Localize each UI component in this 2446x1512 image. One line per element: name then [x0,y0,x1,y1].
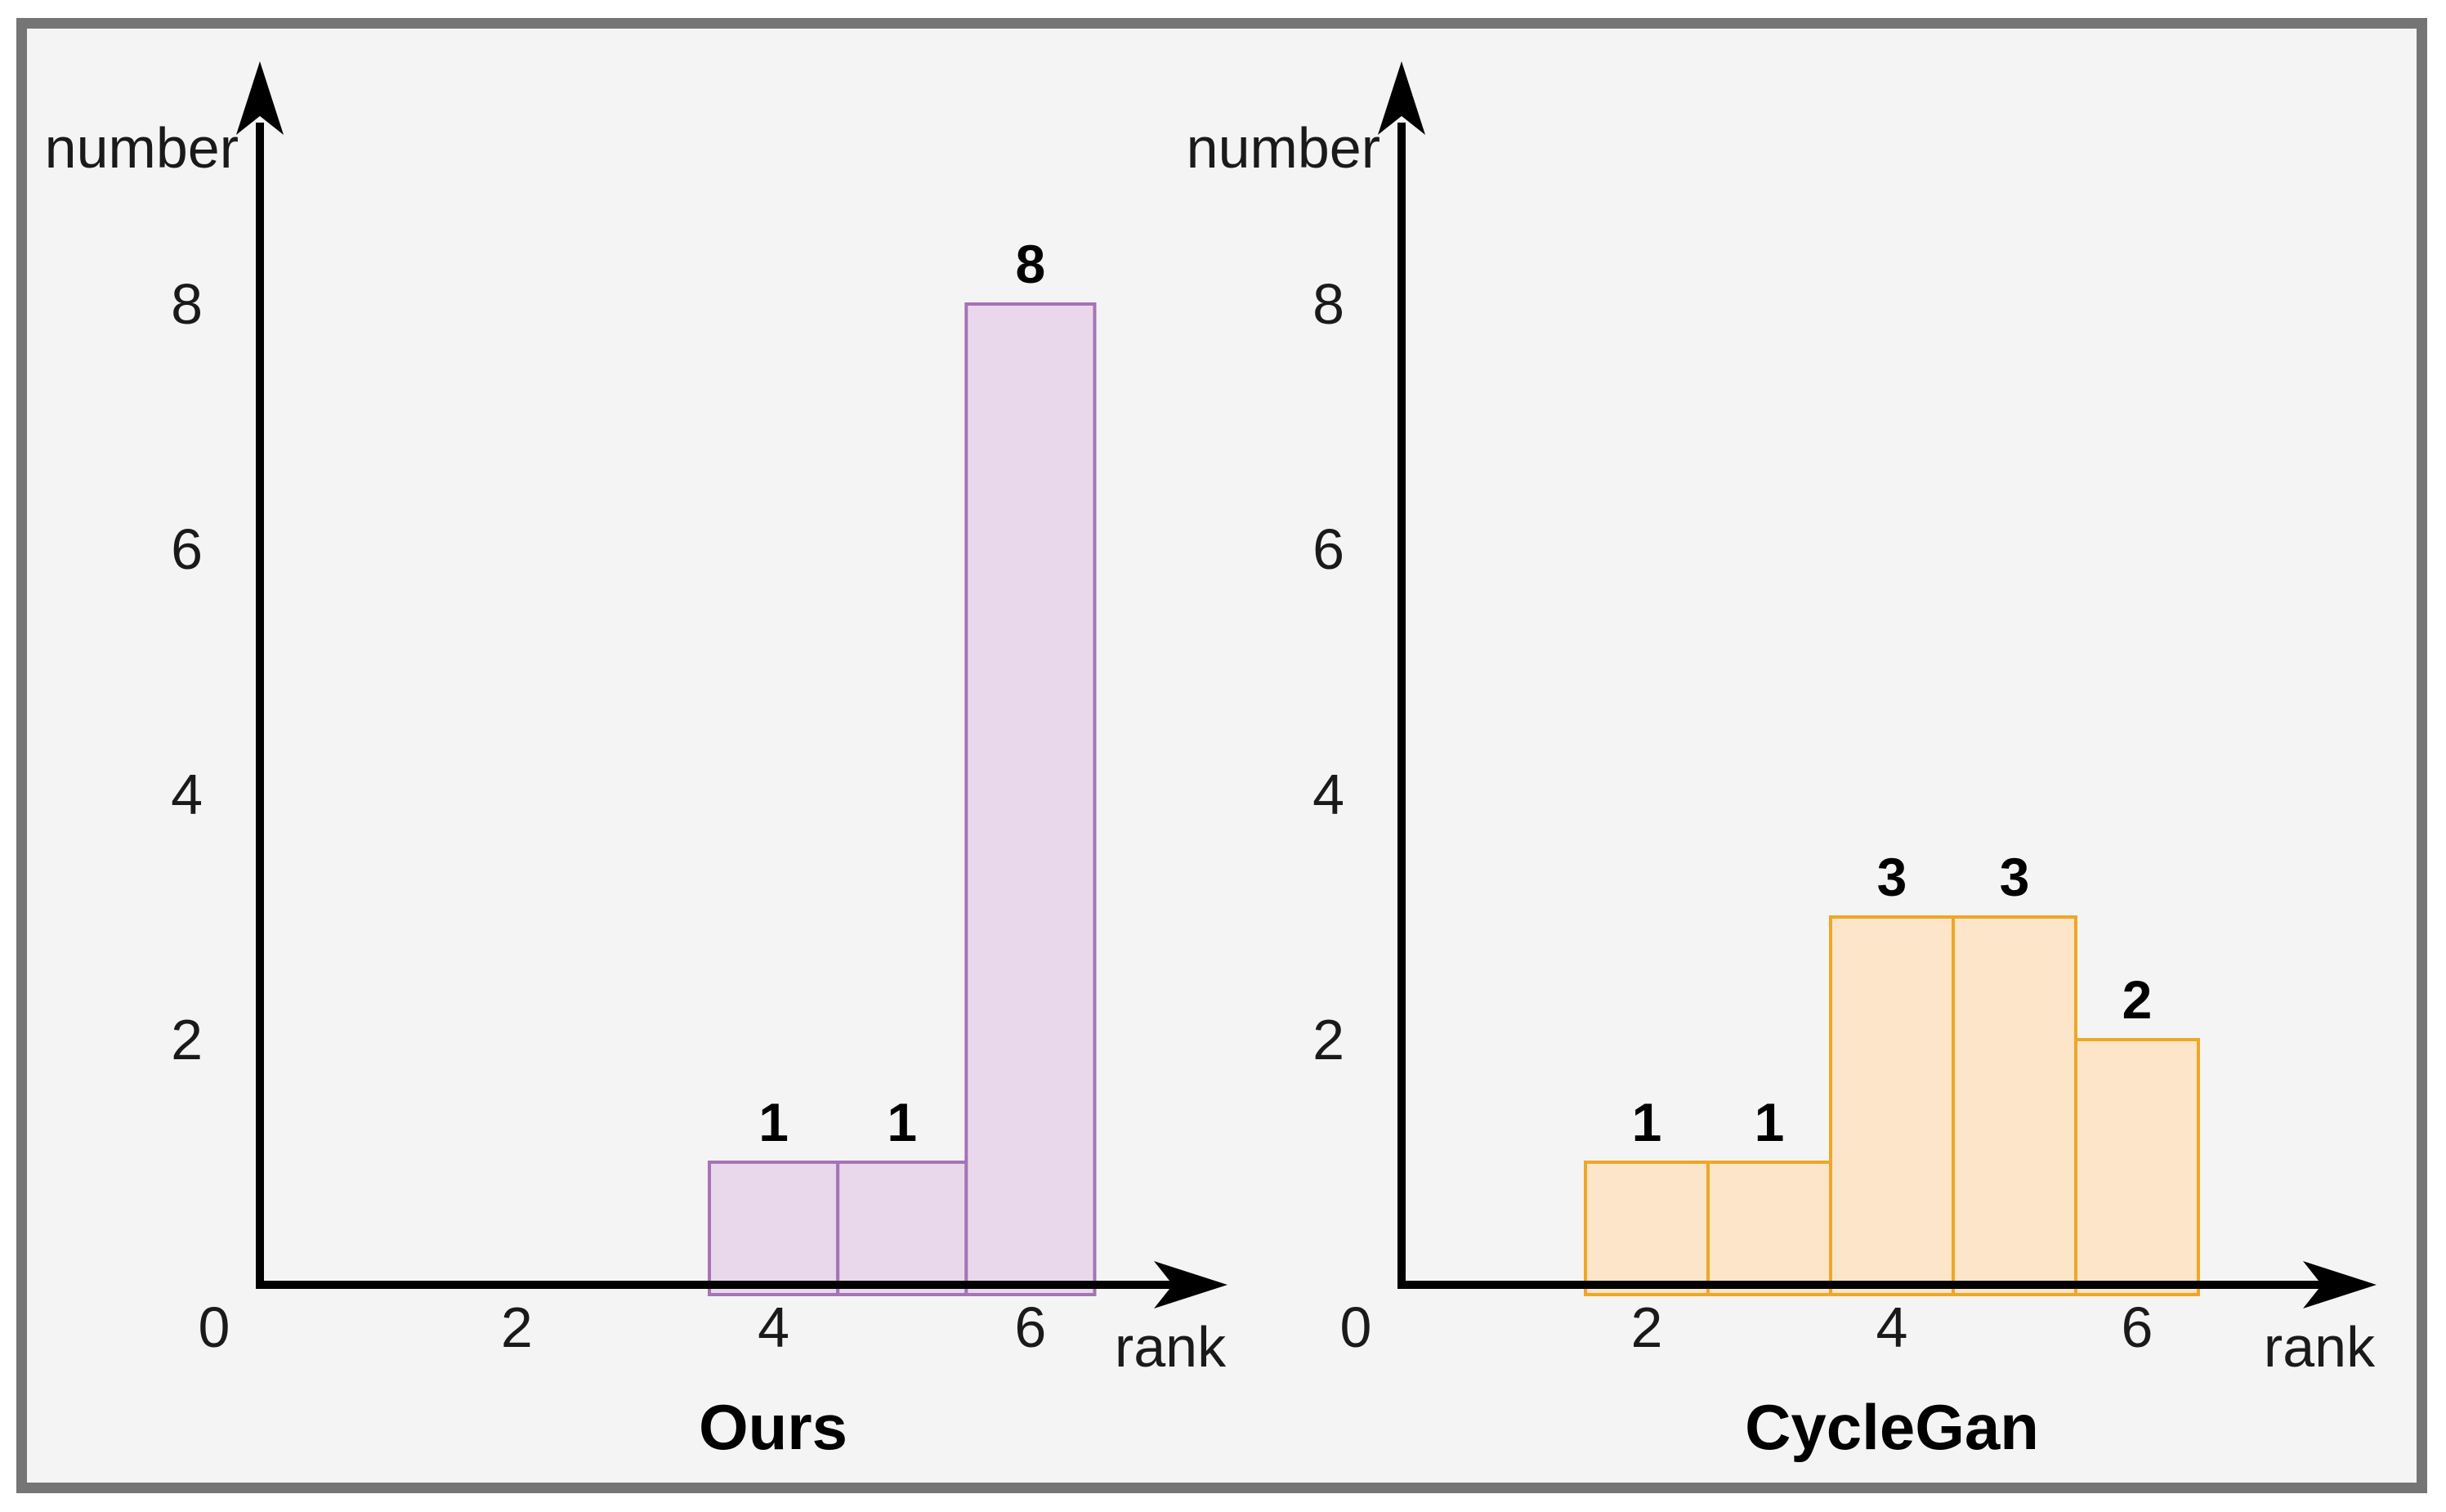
y-tick-label: 6 [1312,517,1344,581]
bar-value-label: 1 [887,1092,917,1152]
bar-value-label: 3 [1877,847,1907,907]
y-tick-label: 8 [1312,272,1344,336]
y-axis-arrow-icon [236,61,284,135]
x-axis-title: rank [2264,1315,2376,1379]
bar-value-label: 1 [758,1092,789,1152]
x-axis-arrow-icon [1154,1261,1227,1308]
y-tick-label: 2 [171,1008,203,1071]
x-tick-label: 4 [1876,1295,1908,1359]
bar-value-label: 1 [1632,1092,1662,1152]
y-tick-label: 6 [171,517,203,581]
bar-rank-3 [1706,1161,1832,1296]
x-axis-arrow-icon [2303,1261,2377,1308]
bar-rank-4 [1829,915,1955,1296]
bar-value-label: 8 [1016,234,1046,294]
bar-rank-6 [964,302,1097,1296]
x-tick-label: 6 [1014,1295,1046,1359]
y-tick-label: 4 [171,763,203,826]
chart-title-ours: Ours [698,1391,848,1463]
y-axis-title: number [45,116,239,180]
x-tick-label: 4 [758,1295,789,1359]
origin-tick-label: 0 [1340,1295,1372,1359]
bar-rank-2 [1584,1161,1710,1296]
bar-value-label: 1 [1755,1092,1785,1152]
bar-rank-5 [1952,915,2077,1296]
chart-title-cyclegan: CycleGan [1745,1391,2039,1463]
y-tick-label: 8 [171,272,203,336]
y-tick-label: 2 [1312,1008,1344,1071]
x-tick-label: 2 [1631,1295,1663,1359]
bar-value-label: 2 [2122,969,2153,1030]
x-axis-title: rank [1115,1315,1227,1379]
bar-value-label: 3 [2000,847,2030,907]
bar-rank-5 [836,1161,968,1296]
origin-tick-label: 0 [199,1295,230,1359]
figure-frame [16,18,2427,1493]
y-tick-label: 4 [1312,763,1344,826]
x-tick-label: 6 [2122,1295,2153,1359]
bar-rank-6 [2074,1038,2200,1296]
ours-chart-group: 1 1 8 number rank 2 4 6 8 0 2 4 6 [45,61,1227,1379]
y-axis-title: number [1187,116,1380,180]
cyclegan-chart-group: 1 1 3 3 2 number rank 2 4 6 8 0 2 4 6 [1187,61,2377,1379]
x-tick-label: 2 [501,1295,533,1359]
y-axis-arrow-icon [1378,61,1425,135]
bar-rank-4 [708,1161,840,1296]
